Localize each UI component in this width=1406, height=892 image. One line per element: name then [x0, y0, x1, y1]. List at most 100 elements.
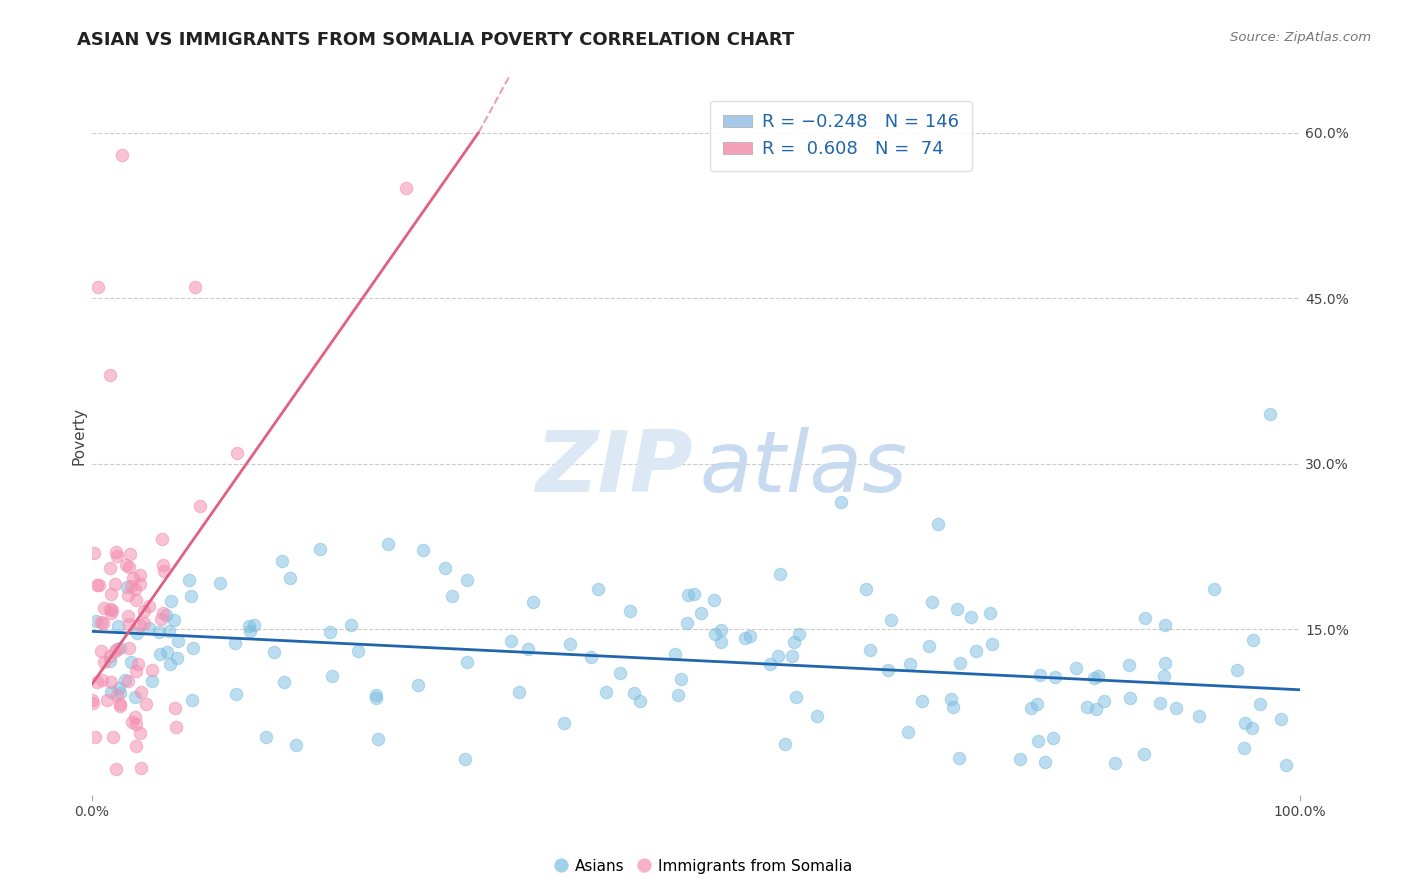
Point — [165, 701, 187, 715]
Point — [1233, 740, 1256, 755]
Point — [942, 700, 965, 714]
Point — [157, 624, 180, 639]
Point — [981, 637, 1004, 651]
Point — [734, 631, 756, 645]
Point — [129, 685, 152, 699]
Point — [90, 643, 112, 657]
Point — [152, 558, 174, 572]
Y-axis label: Poverty: Poverty — [72, 407, 86, 465]
Point — [1258, 407, 1281, 421]
Point — [125, 664, 148, 678]
Point — [949, 656, 972, 670]
Point — [364, 688, 387, 702]
Point — [1029, 667, 1052, 681]
Point — [100, 684, 122, 698]
Point — [406, 678, 429, 692]
Point — [1076, 699, 1098, 714]
Point — [118, 559, 141, 574]
Point — [710, 623, 733, 637]
Point — [623, 686, 645, 700]
Point — [270, 554, 292, 568]
Point — [666, 688, 689, 702]
Point — [1083, 671, 1105, 685]
Point — [135, 697, 157, 711]
Point — [90, 673, 112, 688]
Point — [855, 582, 877, 596]
Point — [1026, 734, 1049, 748]
Point — [959, 610, 981, 624]
Point — [1043, 670, 1066, 684]
Point — [100, 606, 122, 620]
Point — [181, 640, 204, 655]
Point — [166, 651, 188, 665]
Point — [1149, 697, 1171, 711]
Point — [111, 147, 134, 161]
Point — [434, 561, 457, 575]
Point — [284, 738, 307, 752]
Point — [704, 626, 727, 640]
Point — [98, 654, 121, 668]
Point — [120, 655, 142, 669]
Point — [1118, 657, 1140, 672]
Point — [377, 537, 399, 551]
Point — [319, 624, 342, 639]
Point — [579, 649, 602, 664]
Point — [412, 543, 434, 558]
Point — [105, 688, 128, 702]
Point — [898, 657, 921, 671]
Point — [773, 738, 796, 752]
Point — [98, 648, 121, 663]
Point — [1133, 747, 1156, 761]
Point — [782, 635, 804, 649]
Point — [105, 641, 128, 656]
Point — [395, 181, 418, 195]
Point — [153, 564, 176, 578]
Point — [82, 696, 104, 710]
Point — [522, 595, 544, 609]
Point — [238, 618, 260, 632]
Point — [1153, 669, 1175, 683]
Point — [595, 685, 617, 699]
Point — [118, 547, 141, 561]
Point — [100, 675, 122, 690]
Point — [226, 445, 249, 459]
Point — [1042, 731, 1064, 746]
Point — [669, 672, 692, 686]
Point — [1274, 758, 1296, 772]
Point — [108, 681, 131, 695]
Point — [1188, 709, 1211, 723]
Point — [340, 617, 363, 632]
Point — [149, 647, 172, 661]
Point — [91, 615, 114, 630]
Point — [945, 602, 967, 616]
Point — [128, 617, 150, 632]
Point — [118, 616, 141, 631]
Point — [225, 687, 247, 701]
Point — [780, 649, 803, 664]
Point — [1249, 697, 1271, 711]
Point — [117, 609, 139, 624]
Point — [1204, 582, 1226, 596]
Point — [1092, 693, 1115, 707]
Point — [440, 589, 463, 603]
Point — [84, 614, 107, 628]
Point — [110, 699, 132, 714]
Point — [120, 579, 142, 593]
Point — [90, 615, 112, 629]
Point — [121, 714, 143, 729]
Point — [1118, 691, 1140, 706]
Point — [242, 617, 264, 632]
Point — [155, 608, 177, 623]
Point — [877, 663, 900, 677]
Point — [501, 634, 523, 648]
Point — [129, 576, 152, 591]
Text: ZIP: ZIP — [534, 426, 692, 510]
Point — [141, 674, 163, 689]
Point — [93, 601, 115, 615]
Point — [150, 533, 173, 547]
Point — [1270, 712, 1292, 726]
Point — [859, 643, 882, 657]
Point — [132, 616, 155, 631]
Point — [118, 640, 141, 655]
Point — [806, 709, 828, 723]
